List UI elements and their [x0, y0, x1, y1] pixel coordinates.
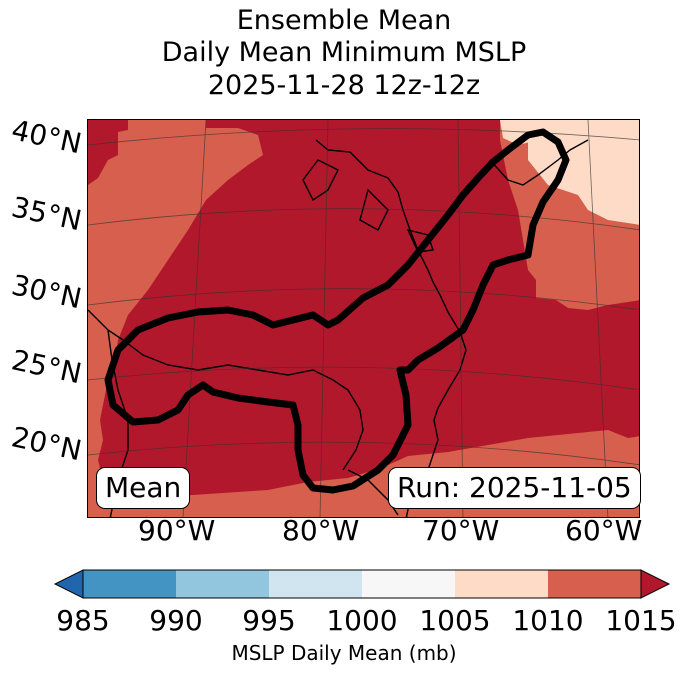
lat-label-30: 30°N [8, 268, 85, 316]
panel-label-mean: Mean [96, 467, 191, 509]
colorbar-arrow-high [640, 569, 671, 599]
colorbar-label: MSLP Daily Mean (mb) [231, 641, 457, 665]
colorbar-bin-1005-1010 [455, 570, 548, 598]
map-svg [88, 120, 639, 517]
colorbar-tick-990: 990 [149, 604, 203, 637]
contour-outline [104, 128, 570, 494]
fill-1005-1010 [528, 120, 639, 225]
colorbar-tick-1010: 1010 [512, 604, 584, 637]
lon-label-80w: 80°W [282, 514, 360, 547]
lat-label-35: 35°N [8, 190, 85, 238]
colorbar [53, 569, 671, 599]
lon-label-60w: 60°W [565, 514, 643, 547]
title-line-1: Ensemble Mean [236, 5, 452, 36]
colorbar-bin-990-995 [176, 570, 269, 598]
colorbar-tick-1005: 1005 [419, 604, 491, 637]
colorbar-tick-1015: 1015 [605, 604, 677, 637]
colorbar-tick-985: 985 [56, 604, 110, 637]
colorbar-bin-995-1000 [269, 570, 362, 598]
graticule [88, 120, 639, 517]
map-panel [87, 119, 640, 518]
lat-label-20: 20°N [8, 420, 85, 468]
colorbar-arrow-low [53, 569, 84, 599]
title-line-3: 2025-11-28 12z-12z [207, 70, 481, 101]
lat-label-25: 25°N [8, 343, 85, 391]
colorbar-bin-985-990 [83, 570, 176, 598]
title-line-2: Daily Mean Minimum MSLP [161, 37, 527, 68]
lat-label-40: 40°N [8, 113, 85, 161]
panel-label-run: Run: 2025-11-05 [388, 467, 641, 509]
colorbar-bin-1010-1015 [548, 570, 641, 598]
lon-label-90w: 90°W [138, 514, 216, 547]
colorbar-tick-1000: 1000 [326, 604, 398, 637]
lon-label-70w: 70°W [422, 514, 500, 547]
colorbar-bin-1000-1005 [362, 570, 455, 598]
fill-above-1015 [88, 120, 639, 502]
colorbar-tick-995: 995 [242, 604, 296, 637]
